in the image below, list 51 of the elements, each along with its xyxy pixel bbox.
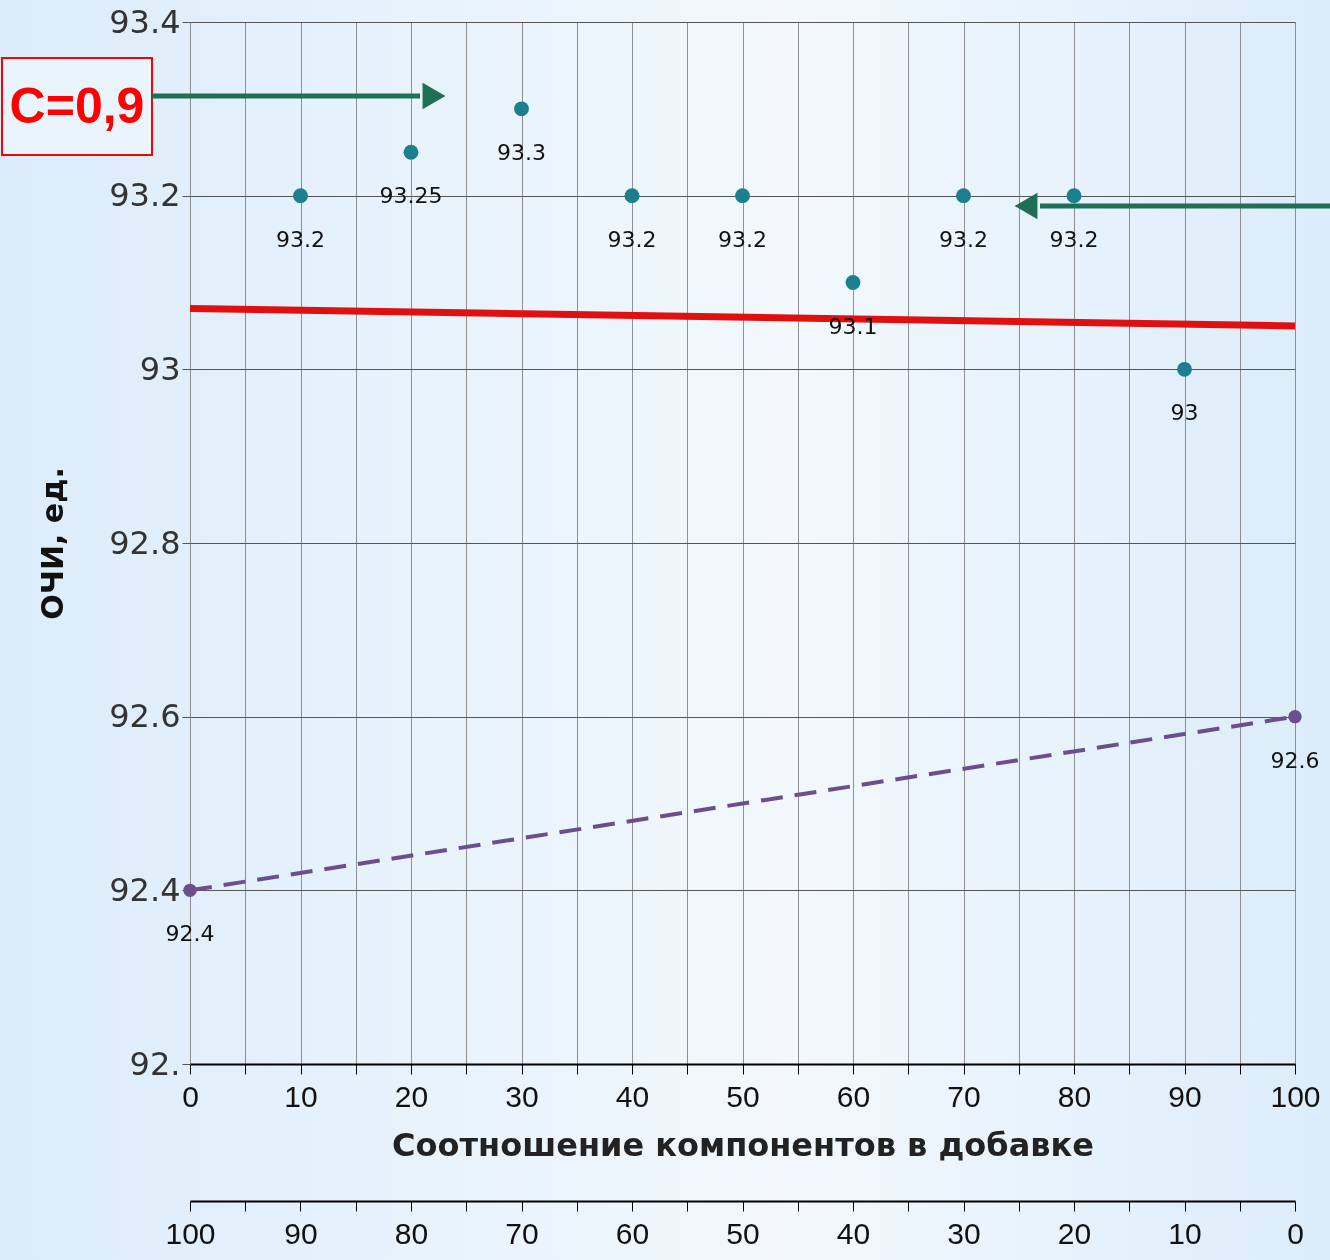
point bbox=[624, 188, 640, 204]
data-label: 93.2 bbox=[718, 226, 767, 252]
y-tick-label: 92.8 bbox=[109, 523, 181, 562]
point bbox=[845, 275, 861, 290]
x2-tick-label: 10 bbox=[1168, 1216, 1202, 1250]
data-label: 93.2 bbox=[939, 226, 988, 252]
x-tick-label: 90 bbox=[1168, 1079, 1202, 1113]
point bbox=[293, 188, 308, 204]
point bbox=[735, 188, 750, 204]
data-label: 93.2 bbox=[276, 226, 325, 252]
x2-tick-label: 20 bbox=[1057, 1216, 1092, 1250]
point bbox=[514, 101, 529, 117]
text: C=0,9 bbox=[9, 78, 145, 134]
y-axis-title: ОЧИ, ед. bbox=[35, 467, 71, 620]
point bbox=[1288, 709, 1302, 724]
x2-tick-label: 30 bbox=[947, 1216, 981, 1250]
x2-tick-label: 0 bbox=[1287, 1216, 1304, 1250]
x-tick-label: 40 bbox=[615, 1079, 650, 1113]
y-tick-label: 93 bbox=[139, 349, 181, 388]
data-label: 92.6 bbox=[1270, 747, 1320, 773]
data-label: 93.2 bbox=[1049, 226, 1099, 252]
x-tick-label: 20 bbox=[394, 1079, 429, 1113]
data-label: 93.3 bbox=[497, 139, 546, 165]
x-tick-label: 30 bbox=[505, 1079, 539, 1113]
data-label: 93 bbox=[1170, 400, 1199, 426]
x2-tick-label: 60 bbox=[615, 1216, 650, 1250]
point bbox=[956, 188, 971, 204]
point bbox=[403, 144, 419, 160]
x2-tick-label: 50 bbox=[726, 1216, 760, 1250]
data-label: 92.4 bbox=[165, 921, 215, 947]
x-tick-label: 10 bbox=[284, 1079, 318, 1113]
data-label: 93.2 bbox=[607, 226, 657, 252]
point bbox=[1177, 361, 1192, 377]
x2-tick-label: 100 bbox=[165, 1216, 216, 1250]
x-tick-label: 80 bbox=[1057, 1079, 1092, 1113]
x-tick-label: 50 bbox=[726, 1079, 760, 1113]
x-tick-label: 60 bbox=[836, 1079, 871, 1113]
x-axis-title: Соотношение компонентов в добавке bbox=[392, 1125, 1094, 1164]
x-tick-label: 100 bbox=[1270, 1079, 1321, 1113]
y-tick-label: 92. bbox=[129, 1044, 181, 1083]
point bbox=[1066, 188, 1082, 204]
y-tick-label: 93.2 bbox=[109, 176, 181, 215]
x2-tick-label: 90 bbox=[284, 1216, 318, 1250]
y-tick-label: 92.6 bbox=[109, 697, 181, 736]
y-tick-label: 92.4 bbox=[109, 870, 181, 909]
x2-tick-label: 70 bbox=[505, 1216, 539, 1250]
x-tick-label: 0 bbox=[182, 1079, 199, 1113]
y-tick-label: 93.4 bbox=[109, 2, 181, 41]
x2-tick-label: 40 bbox=[836, 1216, 871, 1250]
x-tick-label: 70 bbox=[947, 1079, 981, 1113]
x2-tick-label: 80 bbox=[394, 1216, 429, 1250]
